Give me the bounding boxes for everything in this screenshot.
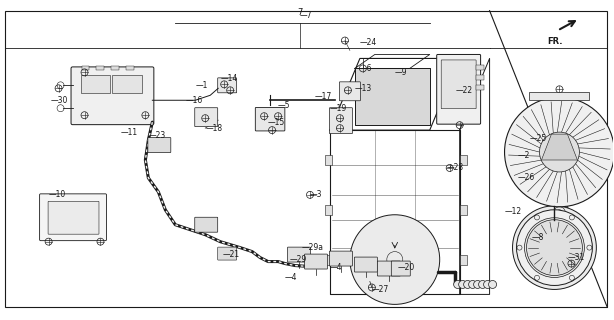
Bar [460, 255, 467, 265]
Text: —8: —8 [532, 233, 544, 242]
FancyBboxPatch shape [40, 194, 106, 241]
Text: FR.: FR. [548, 36, 563, 45]
FancyBboxPatch shape [354, 257, 378, 272]
FancyBboxPatch shape [195, 108, 218, 127]
Circle shape [464, 280, 472, 288]
FancyBboxPatch shape [218, 247, 236, 260]
Text: —26: —26 [518, 173, 535, 182]
Text: —7: —7 [300, 11, 313, 20]
FancyBboxPatch shape [391, 261, 410, 276]
Circle shape [478, 280, 486, 288]
Text: —22: —22 [456, 86, 473, 95]
FancyBboxPatch shape [330, 108, 352, 134]
Text: —1: —1 [195, 81, 208, 90]
Polygon shape [330, 59, 460, 130]
Text: —4: —4 [285, 273, 298, 282]
Bar [112, 67, 120, 70]
Text: —5: —5 [278, 101, 290, 110]
Bar [476, 76, 484, 80]
Text: —14: —14 [220, 74, 238, 83]
Text: —17: —17 [315, 92, 332, 101]
Text: —2: —2 [518, 150, 530, 160]
Text: —30: —30 [50, 96, 68, 105]
Text: —25: —25 [529, 133, 546, 143]
Circle shape [505, 97, 614, 207]
FancyBboxPatch shape [287, 247, 311, 262]
Circle shape [350, 215, 440, 304]
Circle shape [513, 206, 596, 289]
Circle shape [516, 210, 593, 285]
FancyBboxPatch shape [441, 60, 476, 109]
Bar [460, 155, 467, 165]
FancyBboxPatch shape [305, 254, 327, 269]
Text: —18: —18 [205, 124, 222, 132]
Circle shape [468, 280, 476, 288]
Bar [325, 255, 332, 265]
Text: —29: —29 [290, 255, 307, 264]
Text: —21: —21 [222, 250, 239, 259]
Bar [112, 76, 142, 93]
Circle shape [473, 280, 481, 288]
Circle shape [489, 280, 497, 288]
Text: —13: —13 [355, 84, 372, 93]
Text: —29a: —29a [302, 243, 324, 252]
Polygon shape [542, 134, 577, 160]
Text: —19: —19 [330, 104, 347, 113]
Polygon shape [330, 130, 460, 294]
Circle shape [454, 280, 462, 288]
Text: —15: —15 [268, 118, 286, 127]
Text: —20: —20 [398, 263, 415, 272]
Text: —23: —23 [149, 131, 166, 140]
Circle shape [459, 280, 467, 288]
FancyBboxPatch shape [437, 54, 481, 124]
Text: —31: —31 [567, 253, 585, 262]
FancyBboxPatch shape [71, 67, 154, 125]
Text: 7: 7 [297, 8, 303, 17]
FancyBboxPatch shape [255, 108, 285, 131]
Bar [460, 205, 467, 215]
FancyBboxPatch shape [378, 261, 400, 276]
Polygon shape [355, 68, 430, 125]
Text: —16: —16 [185, 96, 203, 105]
Text: —12: —12 [505, 207, 522, 216]
Circle shape [526, 220, 582, 276]
Bar [126, 67, 134, 70]
FancyBboxPatch shape [340, 82, 360, 101]
FancyBboxPatch shape [48, 201, 99, 234]
Circle shape [540, 132, 580, 172]
Bar [476, 85, 484, 90]
Circle shape [484, 280, 492, 288]
FancyBboxPatch shape [218, 78, 236, 93]
FancyBboxPatch shape [148, 138, 171, 153]
FancyBboxPatch shape [195, 217, 218, 232]
Bar [82, 67, 90, 70]
Bar [325, 155, 332, 165]
Text: —24: —24 [360, 38, 377, 47]
Bar [529, 92, 589, 100]
Text: —4: —4 [330, 263, 343, 272]
Text: —6: —6 [360, 64, 372, 73]
Text: —9: —9 [395, 68, 407, 77]
Polygon shape [460, 59, 489, 294]
Bar [80, 76, 111, 93]
Bar [476, 65, 484, 70]
Text: —27: —27 [372, 285, 389, 294]
Circle shape [524, 218, 585, 277]
Text: —3: —3 [310, 190, 322, 199]
Text: —10: —10 [49, 190, 66, 199]
Bar [96, 67, 104, 70]
Text: —28: —28 [446, 164, 464, 172]
Text: —11: —11 [120, 128, 138, 137]
FancyBboxPatch shape [330, 251, 352, 266]
Bar [325, 205, 332, 215]
